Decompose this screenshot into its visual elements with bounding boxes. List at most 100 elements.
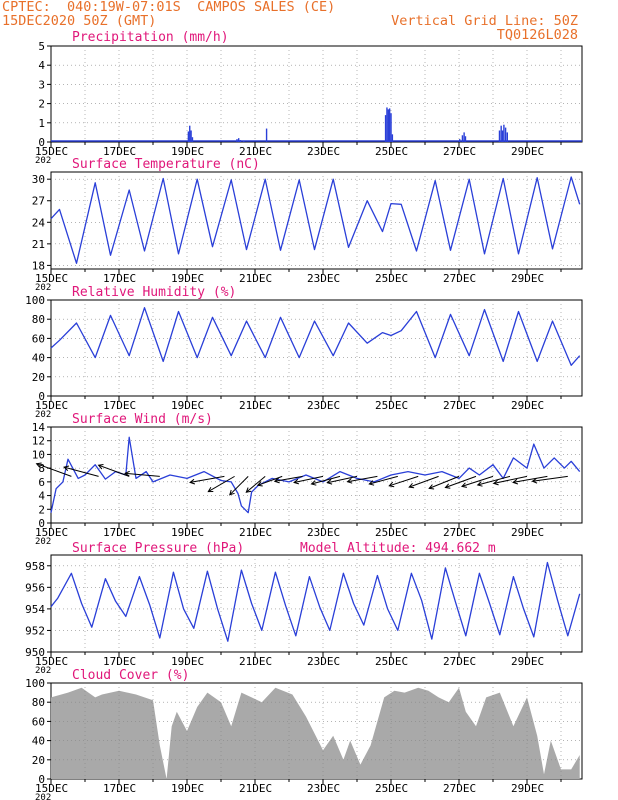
precip-bar	[500, 125, 502, 142]
pres-xtick-label: 29DEC	[511, 655, 544, 668]
pres-line	[50, 561, 581, 642]
wind-ytick-label: 6	[38, 476, 45, 489]
temp-ytick-label: 30	[32, 173, 45, 186]
temp-ytick-label: 27	[32, 195, 45, 208]
wind-arrow-head	[256, 481, 263, 487]
wind-arrow-shaft	[445, 475, 477, 488]
pres-xtick-label: 25DEC	[375, 655, 408, 668]
rh-year-stub: 202	[35, 410, 51, 420]
cloud-y-axis: 0 20 40 60 80 100	[25, 677, 51, 786]
wind-x-axis: 15DEC 17DEC 19DEC 21DEC 23DEC 25DEC 27DEC 29DEC…	[35, 523, 562, 547]
model-code: TQ0126L028	[496, 27, 578, 43]
wind-ytick-label: 0	[38, 517, 45, 530]
station-header: CPTEC: 040:19W-07:01S CAMPOS SALES (CE)	[2, 0, 336, 15]
wind-xtick-label: 21DEC	[239, 526, 272, 539]
wind-arrow-shaft	[311, 475, 341, 485]
rh-panel: Relative Humidity (%) 0 20 40 60 80 100 15DEC…	[25, 285, 583, 420]
precip-bar	[503, 124, 505, 142]
precip-xtick-label: 27DEC	[443, 145, 476, 158]
precip-ytick-label: 2	[38, 98, 45, 111]
cloud-xtick-label: 27DEC	[443, 782, 476, 795]
wind-arrow-head	[476, 481, 483, 487]
pres-title: Surface Pressure (hPa)	[72, 541, 244, 556]
precip-bar	[498, 130, 501, 142]
wind-arrow-head	[97, 464, 104, 470]
rh-frame	[50, 299, 583, 397]
wind-arrow-head	[310, 480, 317, 486]
pres-year-stub: 202	[35, 666, 51, 676]
wind-arrow-head	[326, 479, 333, 485]
wind-arrow-shaft	[293, 475, 324, 483]
temp-xtick-label: 15DEC	[35, 272, 68, 285]
wind-arrow-shaft	[257, 475, 283, 486]
wind-arrow-shaft	[493, 475, 528, 484]
cloud-ytick-label: 20	[32, 754, 45, 767]
wind-arrow-head	[273, 477, 280, 484]
pres-xtick-label: 19DEC	[171, 655, 204, 668]
pres-ytick-label: 950	[25, 646, 45, 659]
wind-xtick-label: 15DEC	[35, 526, 68, 539]
precip-bar	[463, 132, 465, 142]
rh-y-axis: 0 20 40 60 80 100	[25, 294, 51, 403]
pres-frame	[50, 554, 583, 653]
temp-frame	[50, 171, 583, 270]
cloud-xtick-label: 17DEC	[103, 782, 136, 795]
wind-arrow-shaft	[208, 475, 235, 493]
precip-ytick-label: 5	[38, 40, 45, 53]
wind-arrow-head	[124, 470, 130, 477]
precip-bar	[501, 130, 504, 142]
rh-x-axis: 15DEC 17DEC 19DEC 21DEC 23DEC 25DEC 27DEC 29DEC…	[35, 396, 562, 420]
temp-ytick-label: 24	[32, 216, 46, 229]
wind-arrow-head	[368, 480, 375, 486]
wind-arrow-head	[35, 462, 42, 468]
pres-xtick-label: 17DEC	[103, 655, 136, 668]
pres-grid	[51, 555, 582, 652]
wind-grid	[51, 427, 582, 523]
wind-arrow-shaft	[190, 475, 225, 483]
temp-title: Surface Temperature (nC)	[72, 157, 260, 172]
rh-xtick-label: 29DEC	[511, 399, 544, 412]
precip-ytick-label: 1	[38, 117, 45, 130]
precip-bar	[386, 107, 388, 142]
wind-arrow-head	[293, 478, 300, 485]
cloud-series	[51, 687, 580, 779]
rh-grid	[51, 300, 582, 396]
cloud-year-stub: 202	[35, 793, 51, 800]
precip-bar	[384, 115, 387, 142]
wind-arrow-shaft	[513, 475, 548, 483]
precip-xtick-label: 23DEC	[307, 145, 340, 158]
wind-arrow-shaft	[369, 475, 398, 485]
precip-grid	[51, 46, 582, 142]
wind-arrow-shaft	[327, 475, 358, 484]
wind-arrow-shaft	[229, 476, 249, 496]
cloud-ytick-label: 100	[25, 677, 45, 690]
precip-x-axis: 15DEC 17DEC 19DEC 21DEC 23DEC 25DEC 27DEC 29DEC…	[35, 142, 562, 166]
rh-xtick-label: 27DEC	[443, 399, 476, 412]
pres-series	[50, 561, 581, 642]
precip-xtick-label: 19DEC	[171, 145, 204, 158]
wind-arrow-head	[207, 487, 214, 493]
wind-ytick-label: 8	[38, 462, 45, 475]
cloud-grid	[51, 683, 582, 779]
precip-xtick-label: 25DEC	[375, 145, 408, 158]
rh-series	[50, 307, 581, 366]
precip-series	[51, 107, 582, 142]
wind-xtick-label: 27DEC	[443, 526, 476, 539]
wind-arrow-head	[189, 478, 196, 485]
rh-title: Relative Humidity (%)	[72, 285, 236, 300]
pres-xtick-label: 27DEC	[443, 655, 476, 668]
wind-arrow-shaft	[274, 475, 303, 482]
wind-arrow-head	[531, 477, 538, 484]
precip-bar	[238, 138, 240, 142]
cloud-area	[51, 687, 580, 779]
cloud-ytick-label: 80	[32, 696, 45, 709]
temp-y-axis: 18 21 24 27 30	[32, 173, 51, 272]
precip-xtick-label: 17DEC	[103, 145, 136, 158]
pres-xtick-label: 15DEC	[35, 655, 68, 668]
precip-bar	[464, 136, 467, 142]
wind-arrow-shaft	[98, 464, 130, 477]
cloud-title: Cloud Cover (%)	[72, 668, 189, 683]
run-time-label: 15DEC2020 50Z (GMT)	[2, 13, 157, 29]
